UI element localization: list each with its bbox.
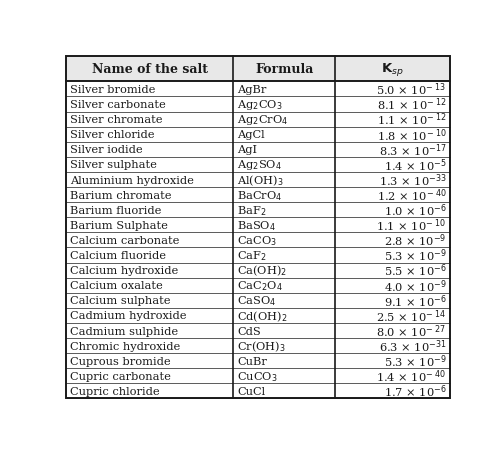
Text: Cr(OH)$_3$: Cr(OH)$_3$ [237,339,286,353]
Text: CuCO$_3$: CuCO$_3$ [237,369,278,383]
Text: Al(OH)$_3$: Al(OH)$_3$ [237,173,284,188]
Text: Calcium fluoride: Calcium fluoride [70,250,166,261]
Text: 2.8 × 10$^{-9}$: 2.8 × 10$^{-9}$ [385,232,447,249]
Text: Calcium sulphate: Calcium sulphate [70,296,170,306]
Text: Calcium carbonate: Calcium carbonate [70,235,179,245]
Text: CaC$_2$O$_4$: CaC$_2$O$_4$ [237,279,283,293]
Text: Silver chloride: Silver chloride [70,130,155,140]
Text: BaCrO$_4$: BaCrO$_4$ [237,189,283,202]
Text: Ag$_2$CrO$_4$: Ag$_2$CrO$_4$ [237,113,288,127]
Text: 8.1 × 10$^{-\ 12}$: 8.1 × 10$^{-\ 12}$ [376,97,447,113]
Text: 5.5 × 10$^{-6}$: 5.5 × 10$^{-6}$ [384,262,447,279]
Text: Ag$_2$SO$_4$: Ag$_2$SO$_4$ [237,158,282,172]
Text: Aluminium hydroxide: Aluminium hydroxide [70,175,194,185]
Text: 1.2 × 10$^{-\ 40}$: 1.2 × 10$^{-\ 40}$ [376,187,447,203]
Text: 1.3 × 10$^{-33}$: 1.3 × 10$^{-33}$ [379,172,447,189]
Text: 4.0 × 10$^{-9}$: 4.0 × 10$^{-9}$ [384,277,447,294]
Text: Cadmium sulphide: Cadmium sulphide [70,326,178,336]
Text: 1.0 × 10$^{-6}$: 1.0 × 10$^{-6}$ [384,202,447,219]
Text: 2.5 × 10$^{-\ 14}$: 2.5 × 10$^{-\ 14}$ [376,308,447,324]
Text: Name of the salt: Name of the salt [92,63,208,76]
Text: Silver sulphate: Silver sulphate [70,160,157,170]
Text: Barium Sulphate: Barium Sulphate [70,221,168,230]
Text: 5.3 × 10$^{-9}$: 5.3 × 10$^{-9}$ [384,353,447,369]
Text: CdS: CdS [237,326,261,336]
Text: CuBr: CuBr [237,356,267,366]
Text: 6.3 × 10$^{-31}$: 6.3 × 10$^{-31}$ [379,338,447,354]
Text: Calcium hydroxide: Calcium hydroxide [70,266,178,276]
Text: $\mathbf{K}_{sp}$: $\mathbf{K}_{sp}$ [382,61,404,78]
Text: Silver chromate: Silver chromate [70,115,162,125]
Text: Barium fluoride: Barium fluoride [70,205,161,215]
Text: Formula: Formula [255,63,313,76]
Text: 9.1 × 10$^{-6}$: 9.1 × 10$^{-6}$ [384,292,447,309]
Text: AgBr: AgBr [237,85,267,95]
Text: Cupric chloride: Cupric chloride [70,386,160,396]
Text: 8.0 × 10$^{-\ 27}$: 8.0 × 10$^{-\ 27}$ [376,322,447,339]
Text: 1.1 × 10$^{-\ 10}$: 1.1 × 10$^{-\ 10}$ [376,217,447,234]
Text: 1.4 × 10$^{-\ 40}$: 1.4 × 10$^{-\ 40}$ [376,368,447,384]
Text: BaSO$_4$: BaSO$_4$ [237,218,276,232]
Bar [66,57,451,82]
Text: Ca(OH)$_2$: Ca(OH)$_2$ [237,263,287,278]
Text: Chromic hydroxide: Chromic hydroxide [70,341,180,351]
Text: 5.0 × 10$^{-\ 13}$: 5.0 × 10$^{-\ 13}$ [376,82,447,98]
Text: CaSO$_4$: CaSO$_4$ [237,294,277,308]
Text: CuCl: CuCl [237,386,265,396]
Text: Silver bromide: Silver bromide [70,85,155,95]
Text: Silver iodide: Silver iodide [70,145,143,155]
Text: Cupric carbonate: Cupric carbonate [70,371,171,381]
Text: 1.1 × 10$^{-\ 12}$: 1.1 × 10$^{-\ 12}$ [376,111,447,128]
Text: AgCl: AgCl [237,130,265,140]
Text: 5.3 × 10$^{-9}$: 5.3 × 10$^{-9}$ [384,247,447,264]
Text: CaCO$_3$: CaCO$_3$ [237,234,277,247]
Text: 1.4 × 10$^{-5}$: 1.4 × 10$^{-5}$ [384,157,447,173]
Text: Ag$_2$CO$_3$: Ag$_2$CO$_3$ [237,98,283,112]
Text: Silver carbonate: Silver carbonate [70,100,166,110]
Text: CaF$_2$: CaF$_2$ [237,249,267,262]
Text: 8.3 × 10$^{-17}$: 8.3 × 10$^{-17}$ [379,142,447,158]
Text: 1.8 × 10$^{-\ 10}$: 1.8 × 10$^{-\ 10}$ [376,127,447,143]
Text: Calcium oxalate: Calcium oxalate [70,281,163,290]
Text: 1.7 × 10$^{-6}$: 1.7 × 10$^{-6}$ [384,383,447,399]
Text: AgI: AgI [237,145,257,155]
Text: BaF$_2$: BaF$_2$ [237,203,267,217]
Text: Cuprous bromide: Cuprous bromide [70,356,171,366]
Text: Cd(OH)$_2$: Cd(OH)$_2$ [237,308,288,323]
Text: Cadmium hydroxide: Cadmium hydroxide [70,311,186,321]
Text: Barium chromate: Barium chromate [70,190,171,200]
